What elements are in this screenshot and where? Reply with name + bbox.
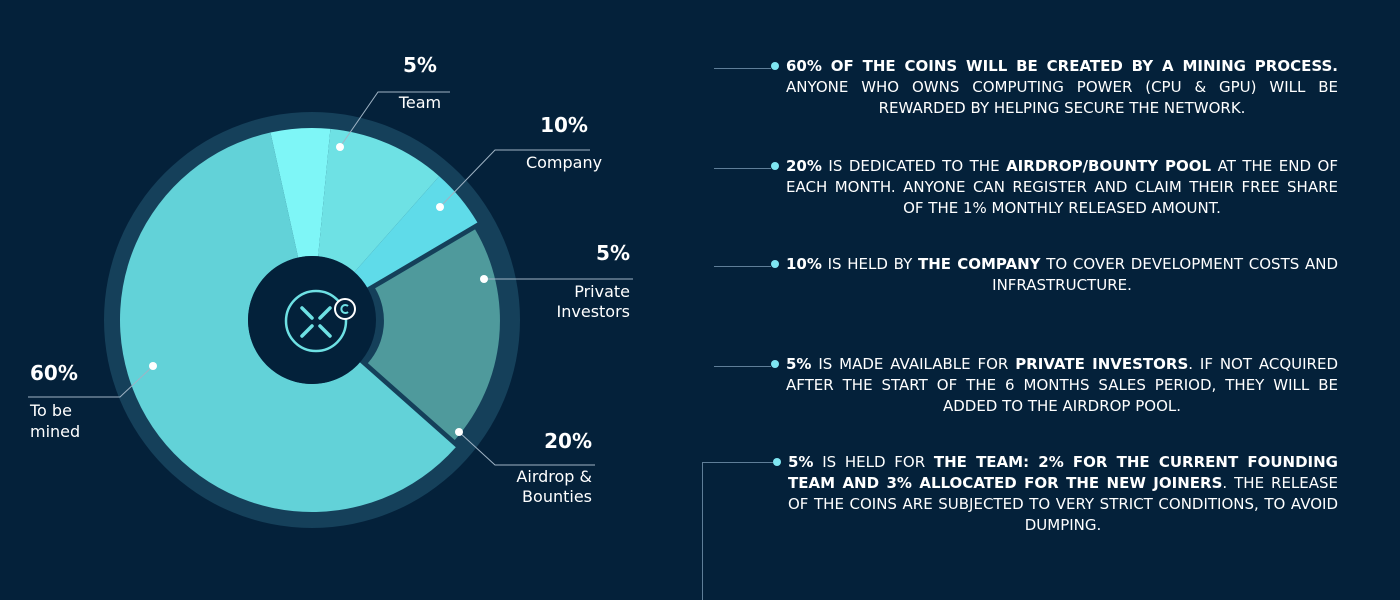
slice-name-label-2: Company [526,153,602,172]
leader-line-5-vertical [702,462,703,600]
pie-slice-5 [119,132,456,513]
pie-slice-1 [270,128,331,258]
slice-marker-dot-1 [336,143,344,151]
note-text-part: IS MADE AVAILABLE FOR [811,355,1016,373]
note-text-part: . THE RELEASE OF THE COINS ARE SUBJECTED… [788,474,1339,534]
pie-slice-4 [367,229,500,441]
note-text-part: IS HELD BY [821,255,918,273]
note-text-part: PRIVATE INVESTORS [1015,355,1189,373]
note-text-part: AT THE END OF EACH MONTH. ANYONE CAN REG… [786,157,1338,217]
x-coin-logo-icon [284,289,356,353]
allocation-note-1: 60% OF THE COINS WILL BE CREATED BY A MI… [771,56,1338,119]
note-text-part: 5% [788,453,814,471]
note-bullet-dot [771,62,779,70]
slice-percent-label-4: 20% [544,429,592,453]
note-bullet-dot [771,260,779,268]
slice-name-label-3: Private Investors [557,282,630,321]
note-text-part: IS HELD FOR [813,453,934,471]
slice-marker-dot-4 [455,428,463,436]
slice-percent-label-3: 5% [596,241,630,265]
slice-percent-label-1: 5% [403,53,437,77]
connector-line-4 [458,431,595,466]
slice-name-label-5: To be mined [29,401,80,441]
slice-percent-label-2: 10% [540,113,588,137]
note-leader-line-3 [714,266,771,267]
note-text-part: 10% [786,255,822,273]
note-text-part: ANYONE WHO OWNS COMPUTING POWER (CPU & G… [786,78,1338,117]
allocation-note-2: 20% IS DEDICATED TO THE AIRDROP/BOUNTY P… [771,156,1338,219]
note-text-part: . IF NOT ACQUIRED AFTER THE START OF THE… [786,355,1339,415]
note-text-part: AIRDROP/BOUNTY POOL [1006,157,1212,175]
note-text-part: IS DEDICATED TO THE [821,157,1007,175]
note-leader-line-1 [714,68,771,69]
note-bullet-dot [771,360,779,368]
note-text-part: 20% [786,157,822,175]
note-text-part: 5% [786,355,812,373]
slice-marker-dot-5 [149,362,157,370]
allocation-note-3: 10% IS HELD BY THE COMPANY TO COVER DEVE… [771,254,1338,296]
pie-slice-3 [354,176,478,288]
note-text-part: TO COVER DEVELOPMENT COSTS AND INFRASTRU… [992,255,1338,294]
slice-marker-dot-3 [480,275,488,283]
note-text-part: 60% OF THE COINS WILL BE CREATED BY A MI… [786,57,1338,75]
allocation-pie-chart: 5% Team 10% Company 5% Private Investors 20% Air… [28,53,633,528]
note-bullet-dot [773,458,781,466]
center-disc [248,256,376,384]
slice-name-label-1: Team [398,93,441,112]
note-leader-line-4 [714,366,771,367]
slice-marker-dot-2 [436,203,444,211]
note-text-part: THE COMPANY [918,255,1041,273]
note-leader-line-5 [702,462,773,463]
note-leader-line-2 [714,168,771,169]
slice-name-label-4: Airdrop & Bounties [516,467,592,506]
slice-percent-label-5: 60% [30,361,78,385]
note-text-part: THE TEAM: 2% FOR THE CURRENT FOUNDING TE… [788,453,1338,492]
allocation-note-4: 5% IS MADE AVAILABLE FOR PRIVATE INVESTO… [771,354,1339,417]
allocation-note-5: 5% IS HELD FOR THE TEAM: 2% FOR THE CURR… [773,452,1339,536]
connector-line-5 [28,365,154,398]
connector-line-1 [339,91,450,148]
pie-slice-2 [318,128,440,273]
note-bullet-dot [771,162,779,170]
connector-line-2 [439,149,590,208]
